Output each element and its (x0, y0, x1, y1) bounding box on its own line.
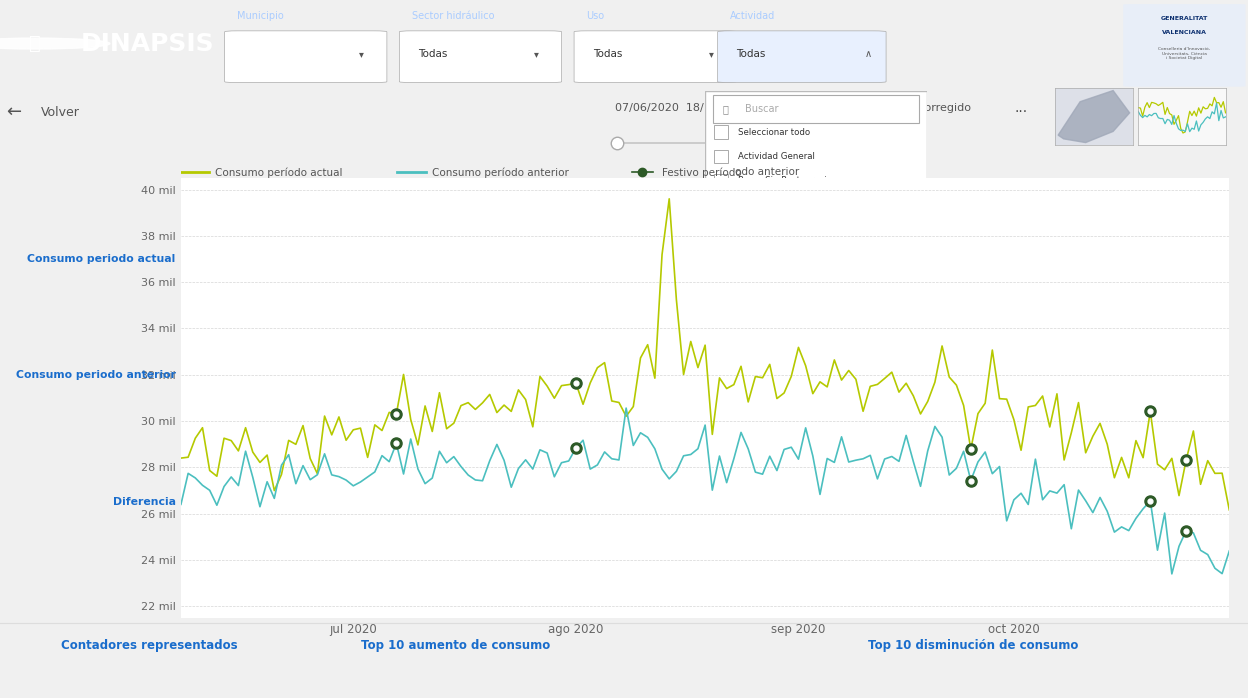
Bar (714, 198, 729, 211)
FancyBboxPatch shape (399, 31, 562, 82)
Circle shape (0, 38, 110, 49)
Text: ▾: ▾ (359, 50, 364, 59)
Text: Consumo período anterior: Consumo período anterior (432, 167, 569, 178)
Bar (714, 320, 729, 333)
Text: odo anterior: odo anterior (735, 168, 799, 177)
Text: Diferencia: Diferencia (112, 497, 176, 507)
Text: ▾: ▾ (709, 50, 714, 59)
Text: 07/06/2020  18/: 07/06/2020 18/ (615, 103, 704, 112)
Text: Top 10 aumento de consumo: Top 10 aumento de consumo (361, 639, 550, 653)
Text: Actividad General: Actividad General (739, 152, 815, 161)
Text: Centros Deportivos: Centros Deportivos (739, 225, 821, 234)
Bar (714, 344, 729, 357)
Text: Festivo período: Festivo período (663, 167, 743, 178)
Text: Consumo período actual: Consumo período actual (216, 167, 343, 178)
Text: ...: ... (1015, 101, 1027, 114)
Bar (714, 247, 729, 260)
Text: Todas: Todas (736, 50, 766, 59)
Text: Municipio: Municipio (237, 11, 283, 21)
Text: DINAPSIS: DINAPSIS (81, 31, 215, 56)
Bar (714, 223, 729, 236)
FancyBboxPatch shape (713, 95, 920, 123)
Text: io corregido: io corregido (905, 103, 971, 112)
Text: Sector hidráulico: Sector hidráulico (412, 11, 494, 21)
Bar (714, 271, 729, 285)
Text: GENERALITAT: GENERALITAT (1161, 16, 1208, 22)
Polygon shape (1058, 91, 1129, 142)
Text: Contadores representados: Contadores representados (61, 639, 238, 653)
FancyBboxPatch shape (718, 31, 886, 82)
Text: Extincion De Incendios: Extincion De Incendios (739, 322, 837, 331)
Bar (612, 142, 774, 144)
Text: ▾: ▾ (534, 50, 539, 59)
Text: VALENCIANA: VALENCIANA (1162, 30, 1207, 35)
Text: Consumo periodo actual: Consumo periodo actual (27, 254, 176, 264)
Text: ←: ← (6, 103, 21, 121)
FancyBboxPatch shape (1123, 4, 1246, 87)
Text: Buscar: Buscar (745, 104, 779, 114)
Text: Centros Religiosos Y C...: Centros Religiosos Y C... (739, 249, 842, 258)
FancyBboxPatch shape (574, 31, 736, 82)
Text: Seleccionar todo: Seleccionar todo (739, 128, 810, 137)
Text: Centros De Enseñanza: Centros De Enseñanza (739, 200, 836, 209)
Text: Uso: Uso (587, 11, 605, 21)
Text: Todas: Todas (418, 50, 448, 59)
Text: ⌕: ⌕ (723, 104, 729, 114)
Text: Conselleria d'Innovació,
Universitats, Ciència
i Societat Digital: Conselleria d'Innovació, Universitats, C… (1158, 47, 1211, 61)
Bar (714, 295, 729, 309)
Text: Estaciones De Servicio ...: Estaciones De Servicio ... (739, 297, 847, 306)
Text: 🐬: 🐬 (29, 34, 41, 53)
Text: Volver: Volver (41, 105, 80, 119)
Bar (714, 174, 729, 187)
FancyBboxPatch shape (705, 91, 927, 370)
FancyBboxPatch shape (225, 31, 387, 82)
Text: Todas: Todas (593, 50, 623, 59)
Text: var / Activar: var / Activar (805, 103, 872, 112)
Text: Dependencia Municipal: Dependencia Municipal (739, 274, 840, 282)
Text: Top 10 disminución de consumo: Top 10 disminución de consumo (869, 639, 1078, 653)
Bar (714, 149, 729, 163)
Text: Mapa: Mapa (1058, 101, 1093, 114)
Text: Actividad: Actividad (730, 11, 775, 21)
Text: ∧: ∧ (865, 50, 872, 59)
Text: Fuentes Publicas: Fuentes Publicas (739, 346, 810, 355)
Text: Gráfico: Gráfico (1157, 101, 1202, 114)
Text: Consumo periodo anterior: Consumo periodo anterior (15, 370, 176, 380)
Bar (714, 126, 729, 139)
Text: Bares Sin Restauracion...: Bares Sin Restauracion... (739, 176, 846, 185)
